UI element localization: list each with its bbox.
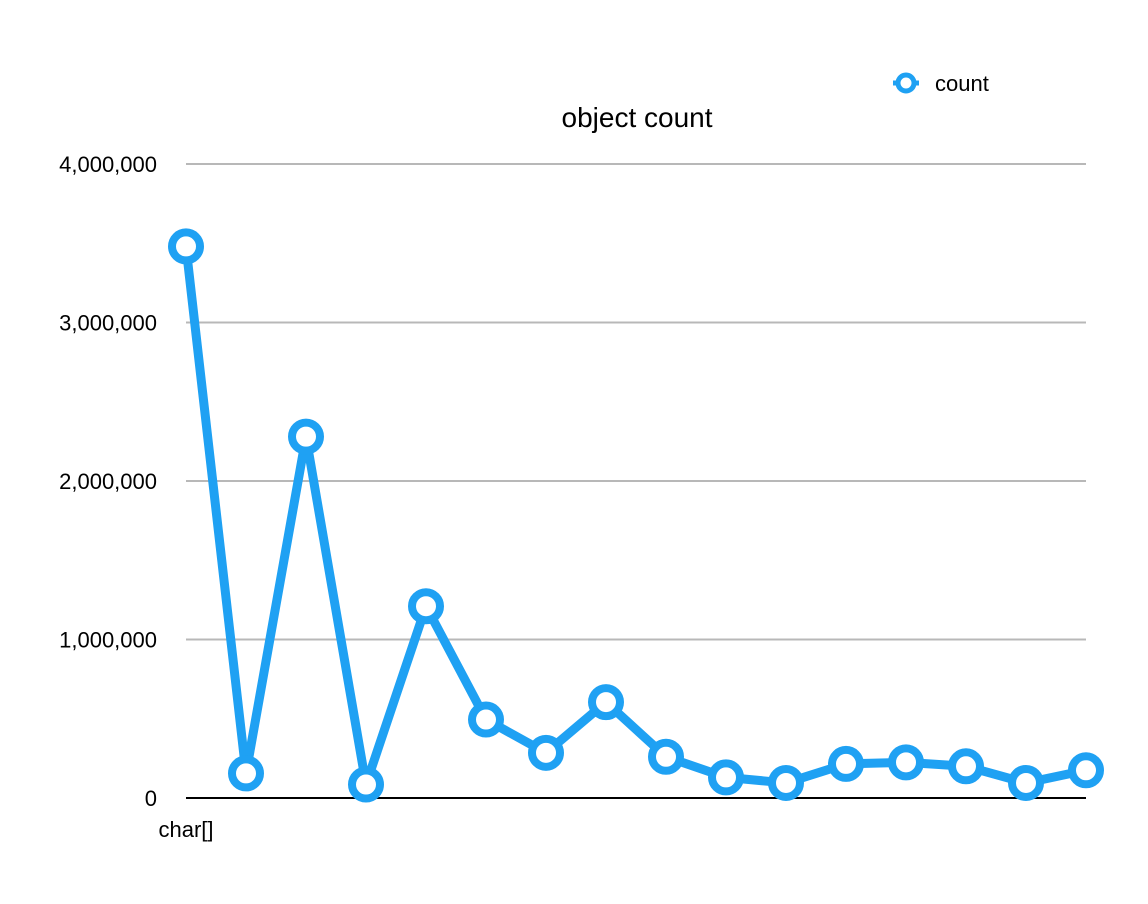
data-point [228,755,264,792]
data-point [168,228,204,265]
data-point [408,588,444,625]
data-point [648,738,684,775]
data-point [468,701,504,738]
data-point [768,764,804,801]
series-count [168,228,1104,803]
x-tick-label: char[] [158,817,213,842]
y-tick-label: 4,000,000 [59,152,157,177]
x-axis-tick-labels: char[] [158,817,213,842]
data-point [828,745,864,782]
legend-marker [895,72,917,94]
grid-lines [186,163,1086,799]
y-tick-label: 1,000,000 [59,628,157,653]
data-point [708,759,744,796]
y-axis-tick-labels: 0 1,000,000 2,000,000 3,000,000 4,000,000 [59,152,157,811]
data-point [948,748,984,785]
legend-label-count: count [935,71,989,96]
legend: count [893,71,989,96]
data-point [348,766,384,803]
series-line [181,241,1091,790]
data-point [1008,764,1044,801]
data-point [888,744,924,781]
data-point [288,418,324,455]
y-tick-label: 0 [145,786,157,811]
data-point [528,734,564,771]
data-point [1068,752,1104,789]
y-tick-label: 2,000,000 [59,469,157,494]
y-tick-label: 3,000,000 [59,311,157,336]
chart-title: object count [562,102,713,133]
data-point [588,684,624,721]
